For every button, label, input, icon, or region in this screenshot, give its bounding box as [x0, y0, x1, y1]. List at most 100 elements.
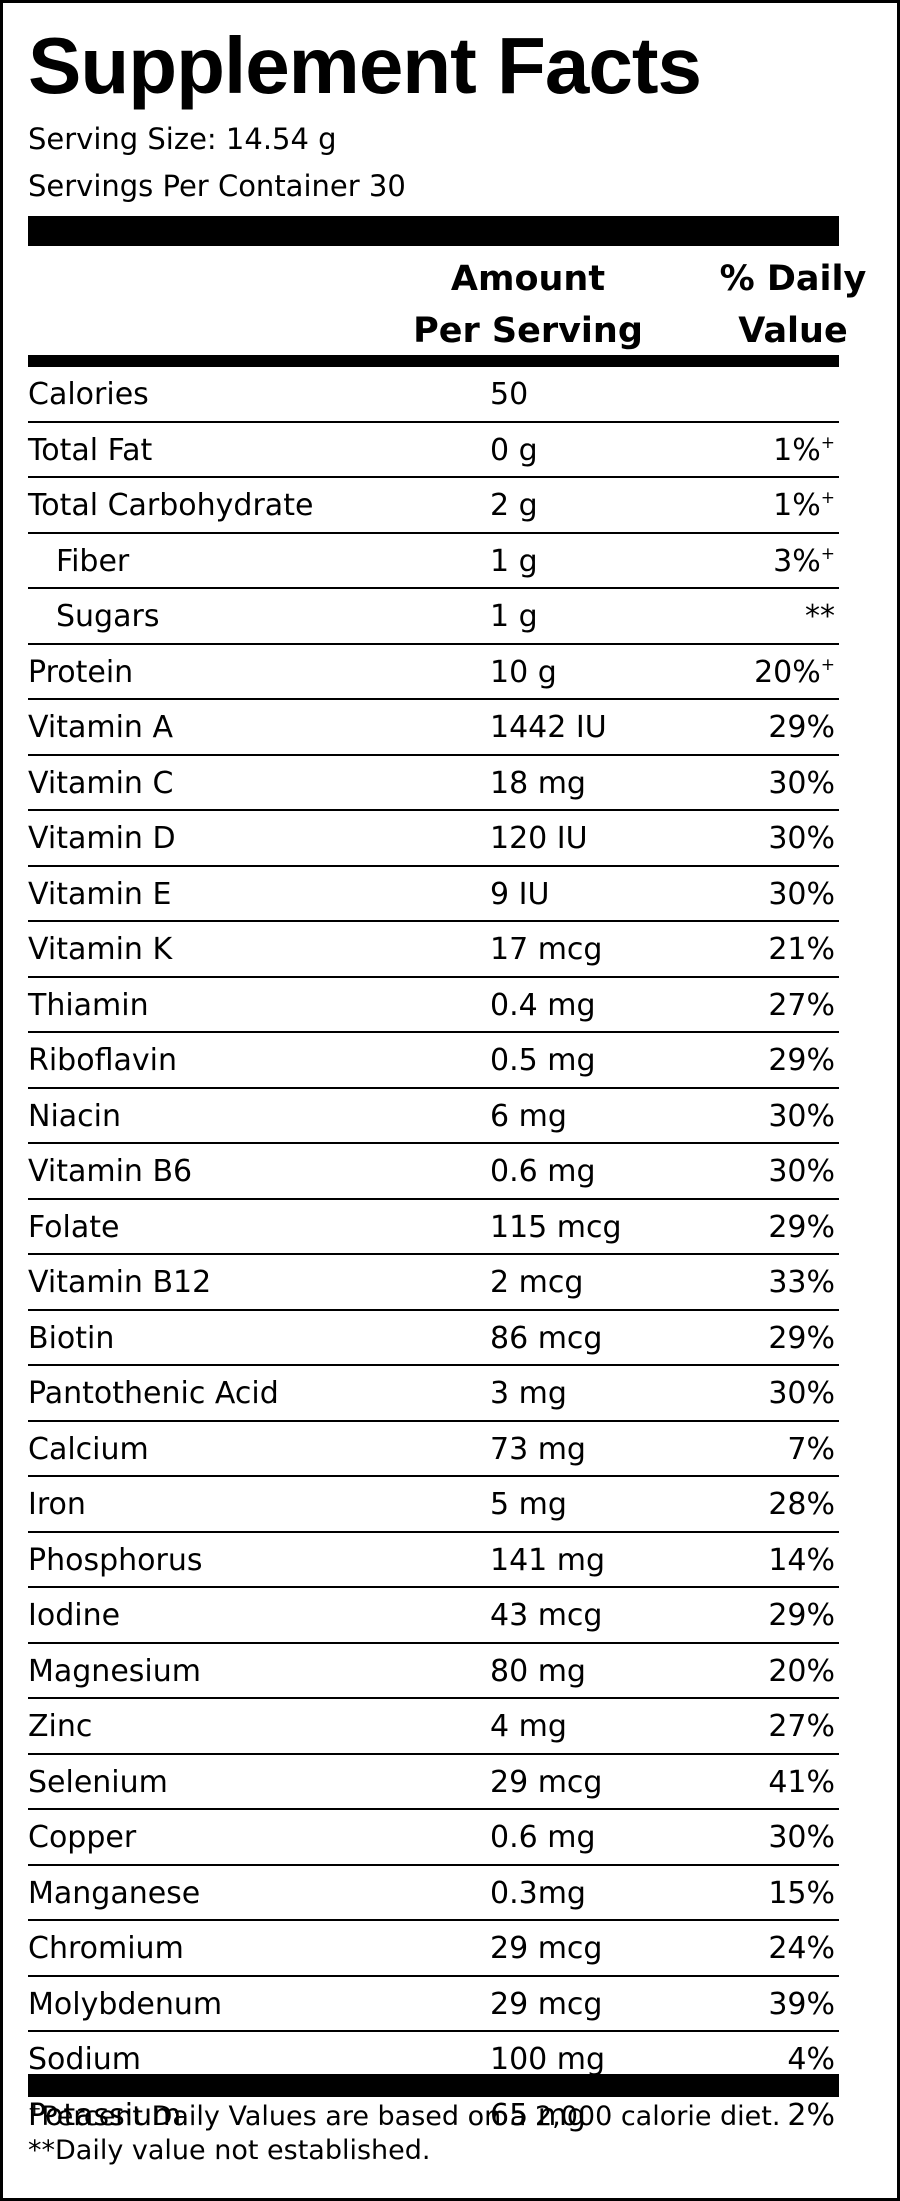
table-row: Manganese 0.3mg 15% [28, 1866, 839, 1921]
daily-value-text: 29% [768, 710, 835, 745]
daily-value-mark: + [820, 654, 835, 675]
nutrient-name: Vitamin A [28, 710, 173, 745]
daily-value-text: 28% [768, 1487, 835, 1522]
nutrient-amount: 86 mcg [490, 1320, 603, 1356]
daily-value-text: 15% [768, 1875, 835, 1911]
daily-value-mark: + [820, 488, 835, 508]
amount-header-line2: Per Serving [413, 311, 643, 351]
nutrient-name: Iron [28, 1487, 86, 1522]
nutrient-daily-value: 30% [768, 1154, 835, 1190]
nutrient-amount: 1 g [490, 599, 538, 634]
dv-header-line2: Value [738, 311, 848, 351]
table-row: Chromium 29 mcg 24% [28, 1921, 839, 1977]
table-row: Potassium 65 mg 2% [28, 2088, 839, 2142]
nutrient-daily-value: 29% [768, 1043, 835, 1079]
table-row: Vitamin D 120 IU 30% [28, 811, 839, 867]
nutrient-amount: 0.6 mg [490, 1820, 596, 1855]
daily-value-text: 14% [768, 1542, 835, 1578]
nutrient-name: Iodine [28, 1598, 121, 1633]
nutrient-name: Vitamin E [28, 876, 172, 912]
nutrient-name: Total Carbohydrate [28, 488, 314, 523]
nutrient-name: Zinc [28, 1709, 93, 1744]
nutrient-daily-value: 27% [768, 988, 835, 1024]
footnote-dv-text: Percent Daily Values are based on a 2,00… [41, 2101, 781, 2132]
nutrient-daily-value: 30% [768, 1376, 835, 1412]
nutrient-amount: 5 mg [490, 1487, 567, 1522]
nutrient-daily-value: 29% [768, 1598, 835, 1634]
nutrient-amount: 18 mg [490, 765, 586, 801]
nutrient-daily-value: 30% [768, 1820, 835, 1856]
nutrient-amount: 0.4 mg [490, 987, 596, 1023]
table-row: Vitamin A 1442 IU 29% [28, 700, 839, 756]
daily-value-text: 4% [787, 2042, 835, 2077]
table-row: Pantothenic Acid 3 mg 30% [28, 1366, 839, 1422]
nutrient-amount: 120 IU [490, 821, 588, 856]
footnote-not-established: **Daily value not established. [28, 2135, 431, 2166]
nutrient-amount: 43 mcg [490, 1598, 603, 1633]
nutrient-name: Vitamin B12 [28, 1265, 212, 1300]
nutrient-amount: 100 mg [490, 2042, 606, 2077]
nutrient-amount: 115 mcg [490, 1209, 622, 1245]
nutrient-name: Magnesium [28, 1653, 201, 1689]
nutrient-name: Sugars [56, 599, 160, 634]
daily-value-text: 20% [754, 654, 821, 690]
amount-column-header: Amount Per Serving [383, 253, 673, 357]
nutrient-amount: 1442 IU [490, 710, 607, 745]
table-row: Zinc 4 mg 27% [28, 1699, 839, 1755]
nutrient-amount: 50 [490, 377, 529, 412]
nutrient-daily-value: 1%+ [773, 433, 835, 469]
table-row: Thiamin 0.4 mg 27% [28, 978, 839, 1033]
table-row: Vitamin E 9 IU 30% [28, 867, 839, 922]
nutrient-amount: 17 mcg [490, 932, 603, 967]
nutrient-daily-value: 29% [768, 1321, 835, 1357]
nutrient-daily-value: ** [805, 599, 835, 635]
nutrient-amount: 3 mg [490, 1376, 567, 1411]
nutrient-name: Folate [28, 1209, 120, 1245]
nutrient-daily-value: 3%+ [773, 544, 835, 580]
top-rule [28, 216, 839, 246]
table-row: Vitamin K 17 mcg 21% [28, 922, 839, 978]
footnote-daily-values: +Percent Daily Values are based on a 2,0… [28, 2100, 780, 2134]
nutrient-amount: 1 g [490, 543, 538, 579]
nutrient-daily-value: 4% [787, 2042, 835, 2078]
daily-value-text: 30% [768, 876, 835, 912]
nutrient-name: Vitamin K [28, 932, 173, 967]
nutrient-name: Calcium [28, 1431, 149, 1467]
table-row: Magnesium 80 mg 20% [28, 1644, 839, 1699]
daily-value-text: 21% [768, 932, 835, 967]
nutrient-amount: 141 mg [490, 1542, 606, 1578]
nutrient-daily-value: 1%+ [773, 488, 835, 524]
nutrient-name: Pantothenic Acid [28, 1376, 279, 1411]
table-row: Total Carbohydrate 2 g 1%+ [28, 478, 839, 534]
nutrient-name: Potassium [28, 2097, 182, 2133]
table-row: Phosphorus 141 mg 14% [28, 1533, 839, 1588]
nutrient-amount: 2 g [490, 488, 538, 523]
table-row: Folate 115 mcg 29% [28, 1200, 839, 1255]
nutrient-daily-value: 20% [768, 1654, 835, 1690]
nutrient-daily-value: 30% [768, 766, 835, 802]
table-row: Copper 0.6 mg 30% [28, 1810, 839, 1866]
nutrient-amount: 10 g [490, 654, 557, 690]
nutrient-name: Copper [28, 1820, 137, 1855]
table-row: Riboflavin 0.5 mg 29% [28, 1033, 839, 1089]
nutrient-name: Thiamin [28, 987, 149, 1023]
nutrient-daily-value: 27% [768, 1709, 835, 1745]
daily-value-mark: + [820, 543, 835, 564]
table-row: Protein 10 g 20%+ [28, 645, 839, 700]
daily-value-text: 29% [768, 1043, 835, 1078]
nutrient-daily-value: 24% [768, 1931, 835, 1967]
daily-value-text: 1% [773, 488, 821, 523]
table-row: Total Fat 0 g 1%+ [28, 423, 839, 478]
daily-value-text: 1% [773, 432, 821, 468]
nutrient-name: Phosphorus [28, 1542, 203, 1578]
daily-value-text: 30% [768, 1376, 835, 1411]
nutrient-daily-value: 29% [768, 1210, 835, 1246]
nutrient-daily-value: 28% [768, 1487, 835, 1523]
table-row: Selenium 29 mcg 41% [28, 1755, 839, 1810]
daily-value-text: 30% [768, 1820, 835, 1855]
nutrient-name: Sodium [28, 2042, 142, 2077]
nutrient-amount: 4 mg [490, 1709, 567, 1744]
nutrient-amount: 0.6 mg [490, 1154, 596, 1189]
daily-value-text: 30% [768, 821, 835, 856]
table-row: Biotin 86 mcg 29% [28, 1311, 839, 1366]
